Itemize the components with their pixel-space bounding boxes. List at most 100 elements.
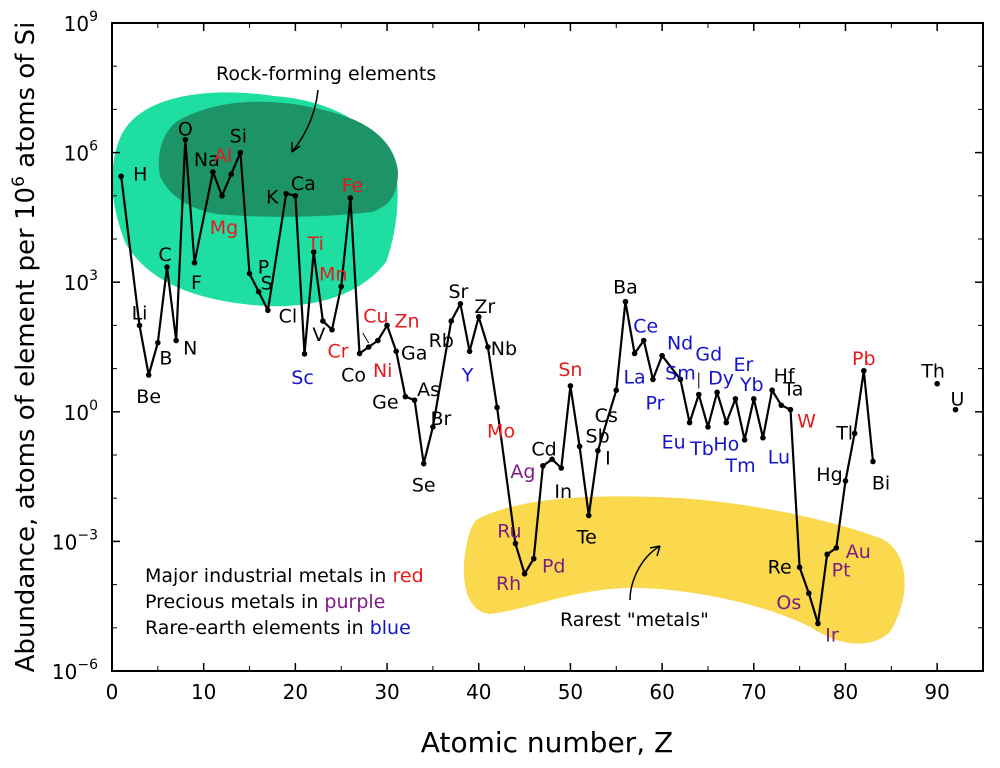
element-label-y: Y xyxy=(461,364,474,386)
legend-rare-earth-text: Rare-earth elements in xyxy=(145,617,370,639)
y-tick-label-base: 10 xyxy=(64,271,89,295)
element-label-dy: Dy xyxy=(708,367,734,389)
rarest-metals-region xyxy=(463,496,905,644)
data-point-k xyxy=(283,190,290,197)
legend-line-industrial: Major industrial metals in red xyxy=(145,565,424,587)
x-tick-label: 80 xyxy=(833,680,858,704)
ni-leader-line xyxy=(362,332,370,344)
data-point-ni xyxy=(365,344,372,350)
y-tick-label: 106 xyxy=(64,139,98,166)
element-label-hf: Hf xyxy=(774,365,796,387)
y-axis-label: Abundance, atoms of element per 106 atom… xyxy=(9,22,41,673)
element-label-u: U xyxy=(951,389,965,411)
data-point-te xyxy=(585,512,592,519)
data-point-rh xyxy=(521,571,528,577)
element-label-cl: Cl xyxy=(279,305,298,327)
data-point-la xyxy=(631,350,638,357)
data-point-se xyxy=(420,460,427,467)
x-tick-label: 90 xyxy=(924,680,949,704)
data-point-w xyxy=(787,406,794,413)
element-label-ni: Ni xyxy=(373,360,393,382)
element-label-ti: Ti xyxy=(307,233,324,255)
element-label-tm: Tm xyxy=(725,455,756,477)
data-point-eu xyxy=(686,419,693,426)
data-point-pt xyxy=(824,551,830,558)
legend-industrial-color-word: red xyxy=(392,565,423,587)
element-label-zr: Zr xyxy=(474,296,495,318)
data-point-tm xyxy=(741,437,748,443)
element-label-rb: Rb xyxy=(429,330,454,352)
y-tick-label-base: 10 xyxy=(52,660,77,684)
x-tick-label: 10 xyxy=(191,680,216,704)
element-label-pd: Pd xyxy=(542,556,566,578)
element-label-te: Te xyxy=(576,526,597,548)
data-point-bi xyxy=(870,458,876,465)
data-point-co xyxy=(356,350,363,357)
data-point-ge xyxy=(402,393,409,400)
element-label-pb: Pb xyxy=(852,348,876,370)
data-point-ca xyxy=(292,193,299,199)
data-point-zr xyxy=(475,313,482,320)
data-point-v xyxy=(320,318,326,324)
data-point-na xyxy=(210,169,216,175)
element-label-cr: Cr xyxy=(328,341,349,363)
element-label-li: Li xyxy=(132,302,148,324)
element-label-f: F xyxy=(191,272,202,294)
y-tick-label: 10−3 xyxy=(52,527,98,554)
element-label-k: K xyxy=(266,187,279,209)
element-label-nb: Nb xyxy=(491,338,517,360)
element-label-cd: Cd xyxy=(531,438,556,460)
data-point-ce xyxy=(640,337,647,344)
legend-precious-text: Precious metals in xyxy=(145,591,324,613)
legend-precious-color-word: purple xyxy=(324,591,385,613)
data-point-sn xyxy=(567,383,574,389)
element-label-o: O xyxy=(178,119,193,141)
rarest-metals-label: Rarest "metals" xyxy=(560,609,709,631)
data-point-p xyxy=(246,270,253,277)
data-point-ho xyxy=(723,419,730,426)
data-point-o xyxy=(182,136,189,143)
data-point-hf xyxy=(769,387,775,394)
element-label-in: In xyxy=(554,481,572,503)
element-label-th: Th xyxy=(920,361,945,383)
data-point-fe xyxy=(347,195,354,201)
y-axis-label-sup: 6 xyxy=(9,176,29,187)
rock-forming-arrow xyxy=(291,89,319,153)
y-tick-label-exponent: −3 xyxy=(77,527,98,543)
element-label-w: W xyxy=(797,411,816,433)
data-point-pb xyxy=(861,367,867,374)
element-label-zn: Zn xyxy=(395,310,420,332)
element-label-as: As xyxy=(417,379,440,401)
element-label-i: I xyxy=(605,448,611,470)
element-label-nd: Nd xyxy=(667,333,693,355)
y-tick-label-exponent: −6 xyxy=(77,657,98,673)
x-tick-label: 20 xyxy=(283,680,308,704)
data-point-hg xyxy=(842,478,849,484)
element-label-sn: Sn xyxy=(558,359,582,381)
element-label-eu: Eu xyxy=(662,432,686,454)
data-point-pd xyxy=(530,555,537,562)
data-point-al xyxy=(228,171,234,177)
element-label-mo: Mo xyxy=(487,420,515,442)
data-point-ag xyxy=(540,463,546,469)
element-label-h: H xyxy=(133,163,147,185)
element-label-ga: Ga xyxy=(401,342,427,364)
element-label-gd: Gd xyxy=(695,344,722,366)
data-point-re xyxy=(796,564,803,571)
data-point-ga xyxy=(393,348,400,355)
data-point-u xyxy=(952,406,959,413)
data-point-cd xyxy=(549,456,555,463)
data-point-nb xyxy=(485,344,491,350)
data-point-lu xyxy=(760,434,766,441)
data-point-mn xyxy=(338,283,345,290)
y-tick-label-base: 10 xyxy=(64,142,89,166)
element-label-tl: Tl xyxy=(835,422,853,444)
element-label-ge: Ge xyxy=(372,392,398,414)
data-point-as xyxy=(411,397,418,403)
element-label-na: Na xyxy=(194,149,220,171)
y-tick-label: 109 xyxy=(64,9,98,36)
element-label-la: La xyxy=(623,366,645,388)
data-point-dy xyxy=(714,389,720,396)
element-label-er: Er xyxy=(734,354,754,376)
